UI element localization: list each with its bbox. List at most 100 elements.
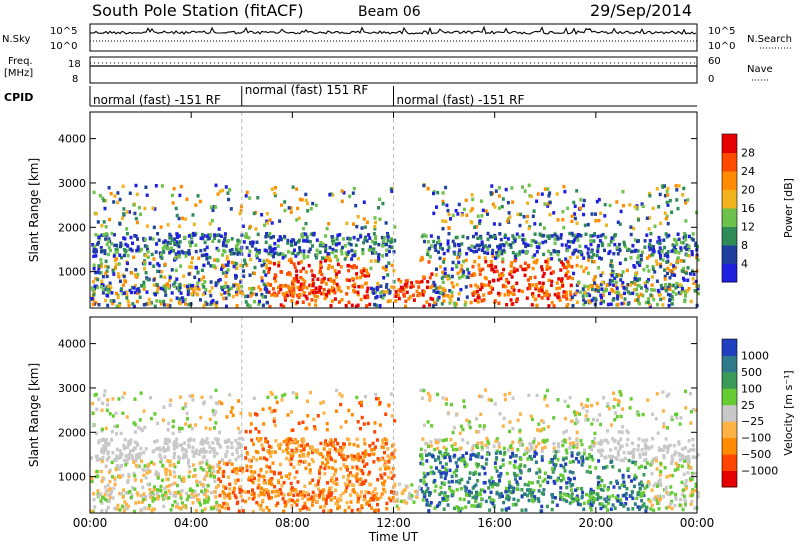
power-cell	[666, 266, 670, 271]
velocity-cell	[276, 501, 280, 505]
velocity-cell	[368, 483, 372, 487]
velocity-cell	[442, 445, 446, 450]
power-cell	[386, 231, 389, 236]
power-cell	[446, 248, 450, 253]
velocity-cell	[244, 446, 247, 450]
power-cell	[604, 235, 608, 240]
velocity-cell	[125, 460, 129, 465]
velocity-cell	[686, 455, 690, 459]
velocity-cell	[135, 456, 138, 460]
velocity-cell	[253, 412, 257, 416]
velocity-cell	[592, 497, 596, 501]
velocity-cell	[530, 494, 534, 498]
velocity-cell	[642, 473, 646, 477]
velocity-cell	[104, 440, 108, 445]
velocity-cell	[429, 440, 433, 444]
power-cell	[570, 295, 574, 300]
velocity-cell	[581, 460, 585, 464]
velocity-cell	[166, 428, 170, 432]
velocity-cell	[647, 498, 651, 502]
power-cell	[471, 264, 475, 269]
power-cell	[589, 284, 592, 289]
power-cell	[611, 279, 615, 283]
velocity-cell	[289, 481, 293, 486]
velocity-cell	[304, 505, 308, 509]
power-ytick-label: 4000	[58, 133, 86, 146]
power-cell	[697, 291, 700, 296]
velocity-cell	[570, 492, 574, 496]
power-cell	[451, 260, 455, 265]
power-cell	[173, 284, 177, 288]
power-cell	[115, 257, 119, 261]
power-cell	[261, 295, 265, 299]
velocity-cell	[691, 443, 695, 448]
power-cell	[692, 281, 696, 285]
velocity-cell	[471, 446, 475, 450]
power-cell	[437, 239, 441, 243]
power-cell	[218, 189, 222, 194]
power-cell	[287, 206, 291, 210]
velocity-cell	[480, 395, 484, 399]
velocity-cell	[172, 455, 176, 460]
velocity-cell	[291, 391, 295, 395]
power-cell	[306, 201, 309, 206]
velocity-cell	[576, 487, 580, 491]
velocity-cell	[104, 444, 108, 449]
power-cell	[618, 261, 622, 266]
velocity-cell	[460, 458, 464, 463]
power-cell	[368, 302, 372, 307]
power-cell	[91, 286, 95, 290]
power-cell	[264, 285, 268, 290]
power-cell	[546, 260, 550, 265]
velocity-cell	[443, 453, 447, 457]
power-cell	[611, 298, 615, 302]
power-cell	[168, 236, 172, 240]
power-cell	[394, 290, 398, 294]
power-cell	[215, 258, 219, 262]
velocity-cell	[691, 437, 695, 442]
power-cell	[271, 247, 275, 252]
velocity-cell	[260, 486, 263, 491]
velocity-cell	[191, 398, 195, 402]
velocity-cell	[142, 492, 146, 496]
power-cell	[666, 271, 669, 276]
power-cell	[238, 240, 242, 244]
velocity-cell	[241, 469, 245, 474]
power-cell	[226, 238, 230, 243]
velocity-cell	[181, 456, 185, 460]
power-cell	[262, 269, 266, 274]
power-cell	[216, 192, 220, 196]
velocity-cell	[255, 458, 259, 462]
power-cell	[616, 294, 620, 298]
velocity-cell	[588, 465, 592, 469]
power-cell	[689, 272, 692, 276]
velocity-cell	[475, 430, 479, 434]
velocity-cell	[145, 471, 149, 475]
velocity-cell	[130, 495, 133, 500]
velocity-cell	[345, 437, 349, 441]
power-cell	[254, 247, 258, 251]
power-cell	[560, 279, 563, 283]
power-cell	[561, 210, 565, 214]
power-cell	[133, 290, 137, 295]
power-cell	[475, 225, 479, 229]
velocity-cell	[673, 468, 677, 472]
velocity-cell	[688, 493, 692, 498]
velocity-cell	[642, 452, 645, 456]
velocity-cell	[691, 407, 695, 412]
cpid-label: CPID	[4, 91, 33, 104]
velocity-cell	[696, 491, 700, 495]
power-cell	[297, 216, 301, 220]
power-cell	[622, 301, 626, 306]
velocity-cell	[475, 493, 479, 497]
velocity-cell	[623, 484, 627, 488]
velocity-cell	[324, 439, 328, 443]
power-cell	[564, 273, 568, 278]
velocity-cell	[662, 421, 666, 426]
velocity-cell	[546, 425, 550, 429]
power-cell	[689, 299, 693, 304]
velocity-cell	[441, 465, 445, 469]
velocity-cell	[344, 489, 348, 493]
velocity-cell	[449, 437, 453, 442]
power-cell	[621, 189, 625, 194]
